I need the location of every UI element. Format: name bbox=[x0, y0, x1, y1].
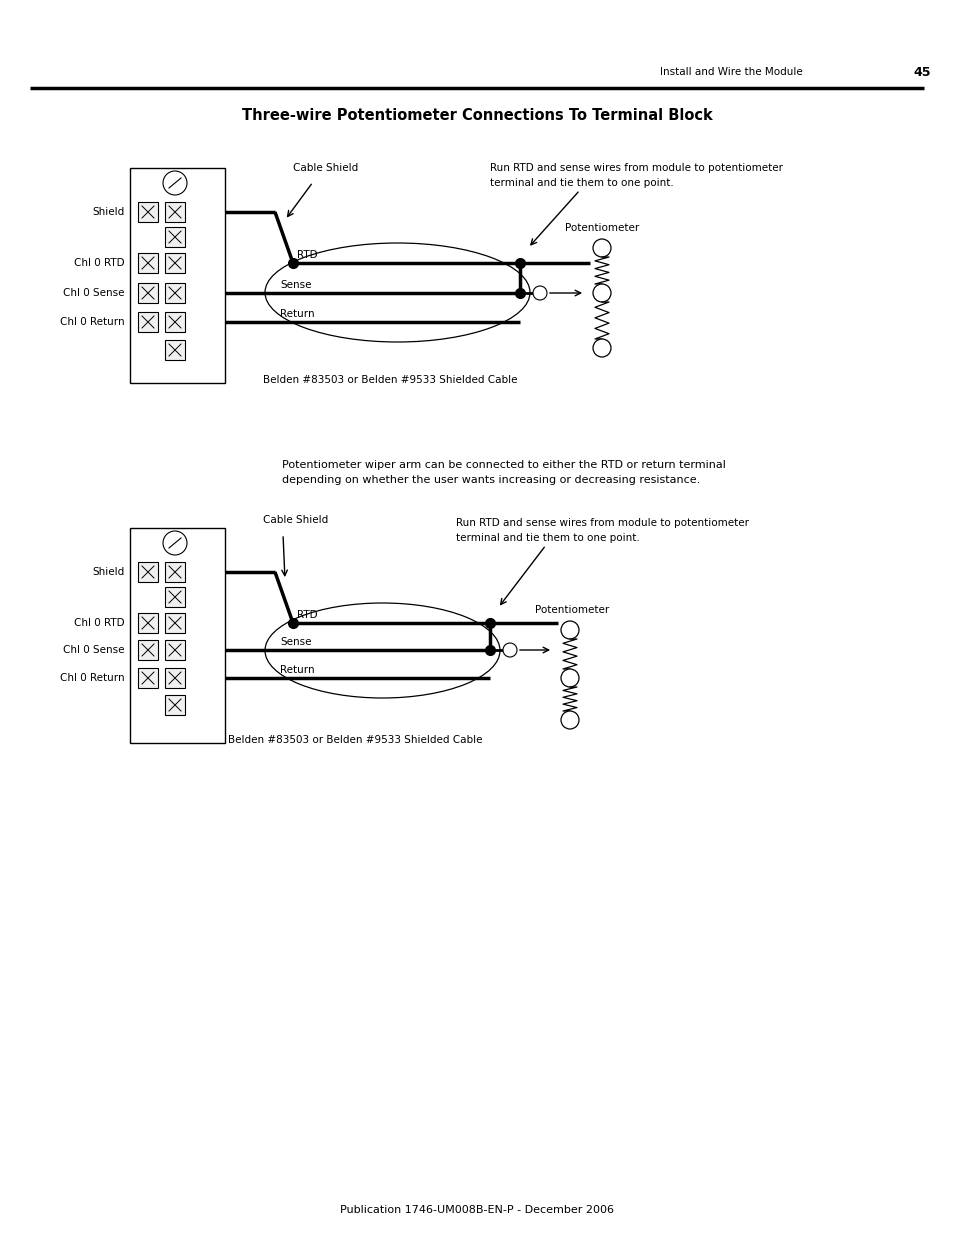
Text: Install and Wire the Module: Install and Wire the Module bbox=[659, 67, 801, 77]
Text: Run RTD and sense wires from module to potentiometer: Run RTD and sense wires from module to p… bbox=[490, 163, 782, 173]
Text: RTD: RTD bbox=[296, 249, 317, 261]
Bar bbox=[165, 203, 185, 222]
Bar bbox=[165, 640, 185, 659]
Text: terminal and tie them to one point.: terminal and tie them to one point. bbox=[456, 534, 639, 543]
Bar bbox=[138, 312, 158, 332]
Bar bbox=[165, 587, 185, 606]
Circle shape bbox=[560, 711, 578, 729]
Text: Chl 0 Sense: Chl 0 Sense bbox=[64, 288, 125, 298]
Bar bbox=[138, 253, 158, 273]
Circle shape bbox=[560, 621, 578, 638]
Text: Shield: Shield bbox=[92, 207, 125, 217]
Text: Chl 0 Sense: Chl 0 Sense bbox=[64, 645, 125, 655]
Text: Three-wire Potentiometer Connections To Terminal Block: Three-wire Potentiometer Connections To … bbox=[241, 107, 712, 122]
Text: Publication 1746-UM008B-EN-P - December 2006: Publication 1746-UM008B-EN-P - December … bbox=[339, 1205, 614, 1215]
Circle shape bbox=[163, 170, 187, 195]
Bar bbox=[165, 253, 185, 273]
Bar bbox=[138, 640, 158, 659]
Text: Chl 0 RTD: Chl 0 RTD bbox=[74, 258, 125, 268]
Text: terminal and tie them to one point.: terminal and tie them to one point. bbox=[490, 178, 673, 188]
Bar bbox=[165, 283, 185, 303]
Text: Potentiometer: Potentiometer bbox=[535, 605, 609, 615]
Bar bbox=[130, 168, 225, 383]
Text: 45: 45 bbox=[912, 65, 929, 79]
Circle shape bbox=[533, 287, 546, 300]
Bar bbox=[138, 562, 158, 582]
Circle shape bbox=[593, 338, 610, 357]
Text: Potentiometer wiper arm can be connected to either the RTD or return terminal: Potentiometer wiper arm can be connected… bbox=[282, 459, 725, 471]
Bar bbox=[138, 613, 158, 634]
Text: Return: Return bbox=[280, 309, 314, 319]
Text: Cable Shield: Cable Shield bbox=[263, 515, 328, 525]
Text: Return: Return bbox=[280, 664, 314, 676]
Text: Belden #83503 or Belden #9533 Shielded Cable: Belden #83503 or Belden #9533 Shielded C… bbox=[228, 735, 482, 745]
Bar bbox=[165, 340, 185, 359]
Text: Potentiometer: Potentiometer bbox=[564, 224, 639, 233]
Text: Run RTD and sense wires from module to potentiometer: Run RTD and sense wires from module to p… bbox=[456, 517, 748, 529]
Bar bbox=[165, 613, 185, 634]
Bar bbox=[165, 562, 185, 582]
Bar bbox=[130, 529, 225, 743]
Text: Cable Shield: Cable Shield bbox=[293, 163, 358, 173]
Bar bbox=[165, 695, 185, 715]
Circle shape bbox=[593, 240, 610, 257]
Text: Sense: Sense bbox=[280, 280, 312, 290]
Circle shape bbox=[163, 531, 187, 555]
Bar bbox=[165, 312, 185, 332]
Text: Belden #83503 or Belden #9533 Shielded Cable: Belden #83503 or Belden #9533 Shielded C… bbox=[262, 375, 517, 385]
Text: Chl 0 Return: Chl 0 Return bbox=[60, 673, 125, 683]
Bar bbox=[138, 283, 158, 303]
Circle shape bbox=[560, 669, 578, 687]
Text: depending on whether the user wants increasing or decreasing resistance.: depending on whether the user wants incr… bbox=[282, 475, 700, 485]
Text: Shield: Shield bbox=[92, 567, 125, 577]
Text: RTD: RTD bbox=[296, 610, 317, 620]
Text: Chl 0 RTD: Chl 0 RTD bbox=[74, 618, 125, 629]
Bar bbox=[165, 227, 185, 247]
Bar bbox=[138, 668, 158, 688]
Circle shape bbox=[593, 284, 610, 303]
Bar bbox=[138, 203, 158, 222]
Circle shape bbox=[502, 643, 517, 657]
Bar bbox=[165, 668, 185, 688]
Text: Sense: Sense bbox=[280, 637, 312, 647]
Text: Chl 0 Return: Chl 0 Return bbox=[60, 317, 125, 327]
